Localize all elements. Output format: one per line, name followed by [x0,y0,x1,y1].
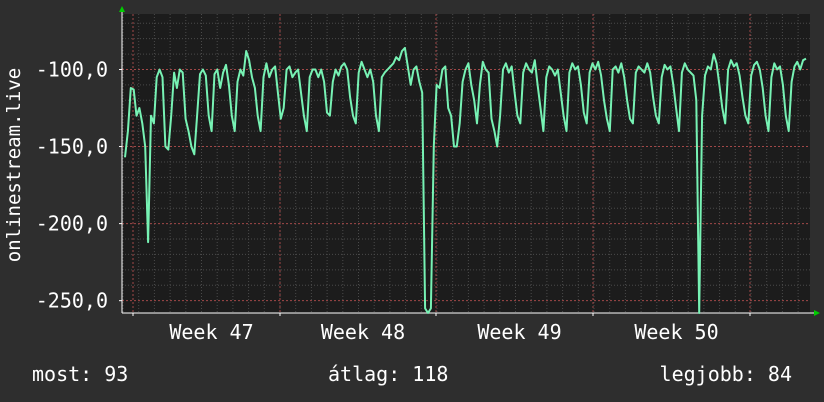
y-axis-arrow [119,6,125,12]
y-tick-label: -250,0 [36,289,108,313]
x-tick-label: Week 47 [169,320,253,344]
x-tick-label: Week 49 [477,320,561,344]
plot-background [122,14,810,313]
y-tick-labels: -100,0 -150,0 -200,0 -250,0 [36,57,108,312]
x-axis-arrow [814,310,820,316]
x-tick-label: Week 50 [634,320,718,344]
x-tick-labels: Week 47 Week 48 Week 49 Week 50 [169,320,718,344]
series-line [124,46,807,314]
y-tick-label: -200,0 [36,212,108,236]
line-chart: onlinestream.live -100,0 -150,0 -200,0 -250… [3,6,820,344]
y-tick-label: -150,0 [36,135,108,159]
y-axis-label: onlinestream.live [3,68,25,262]
y-tick-label: -100,0 [36,57,108,81]
stat-current: most: 93 [32,362,129,386]
x-tick-label: Week 48 [321,320,405,344]
stat-best: legjobb: 84 [659,362,792,386]
stat-average: átlag: 118 [328,362,449,386]
